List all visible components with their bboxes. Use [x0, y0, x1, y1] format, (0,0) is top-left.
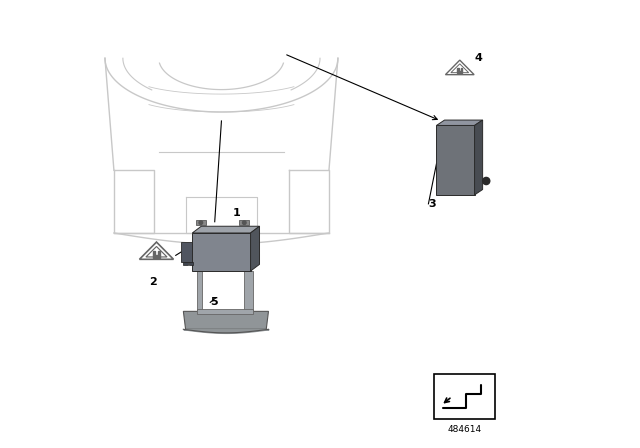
Polygon shape [140, 242, 173, 259]
Text: 5: 5 [210, 297, 218, 307]
Bar [461, 68, 462, 71]
Circle shape [199, 221, 203, 224]
Polygon shape [239, 220, 249, 225]
Polygon shape [250, 226, 260, 271]
Polygon shape [244, 271, 253, 311]
Text: 2: 2 [149, 277, 157, 287]
Polygon shape [436, 120, 483, 125]
Polygon shape [183, 262, 188, 265]
Polygon shape [183, 311, 269, 329]
Circle shape [483, 177, 490, 185]
Polygon shape [451, 64, 468, 73]
Polygon shape [192, 233, 250, 271]
Polygon shape [196, 220, 205, 225]
Polygon shape [196, 309, 253, 314]
Polygon shape [189, 262, 193, 265]
Polygon shape [196, 271, 202, 311]
Bar [457, 71, 462, 73]
Polygon shape [436, 125, 474, 195]
Bar [154, 255, 159, 258]
Bar [154, 251, 156, 255]
Bar [435, 374, 495, 419]
Bar [157, 251, 159, 255]
Text: 484614: 484614 [447, 425, 481, 434]
Text: 3: 3 [428, 199, 436, 209]
Polygon shape [474, 120, 483, 195]
Polygon shape [445, 60, 474, 75]
Circle shape [243, 221, 246, 224]
Polygon shape [192, 226, 260, 233]
Text: 1: 1 [232, 208, 241, 218]
Polygon shape [181, 242, 192, 262]
Polygon shape [146, 246, 167, 257]
Text: 4: 4 [474, 53, 483, 63]
Bar [457, 68, 459, 71]
